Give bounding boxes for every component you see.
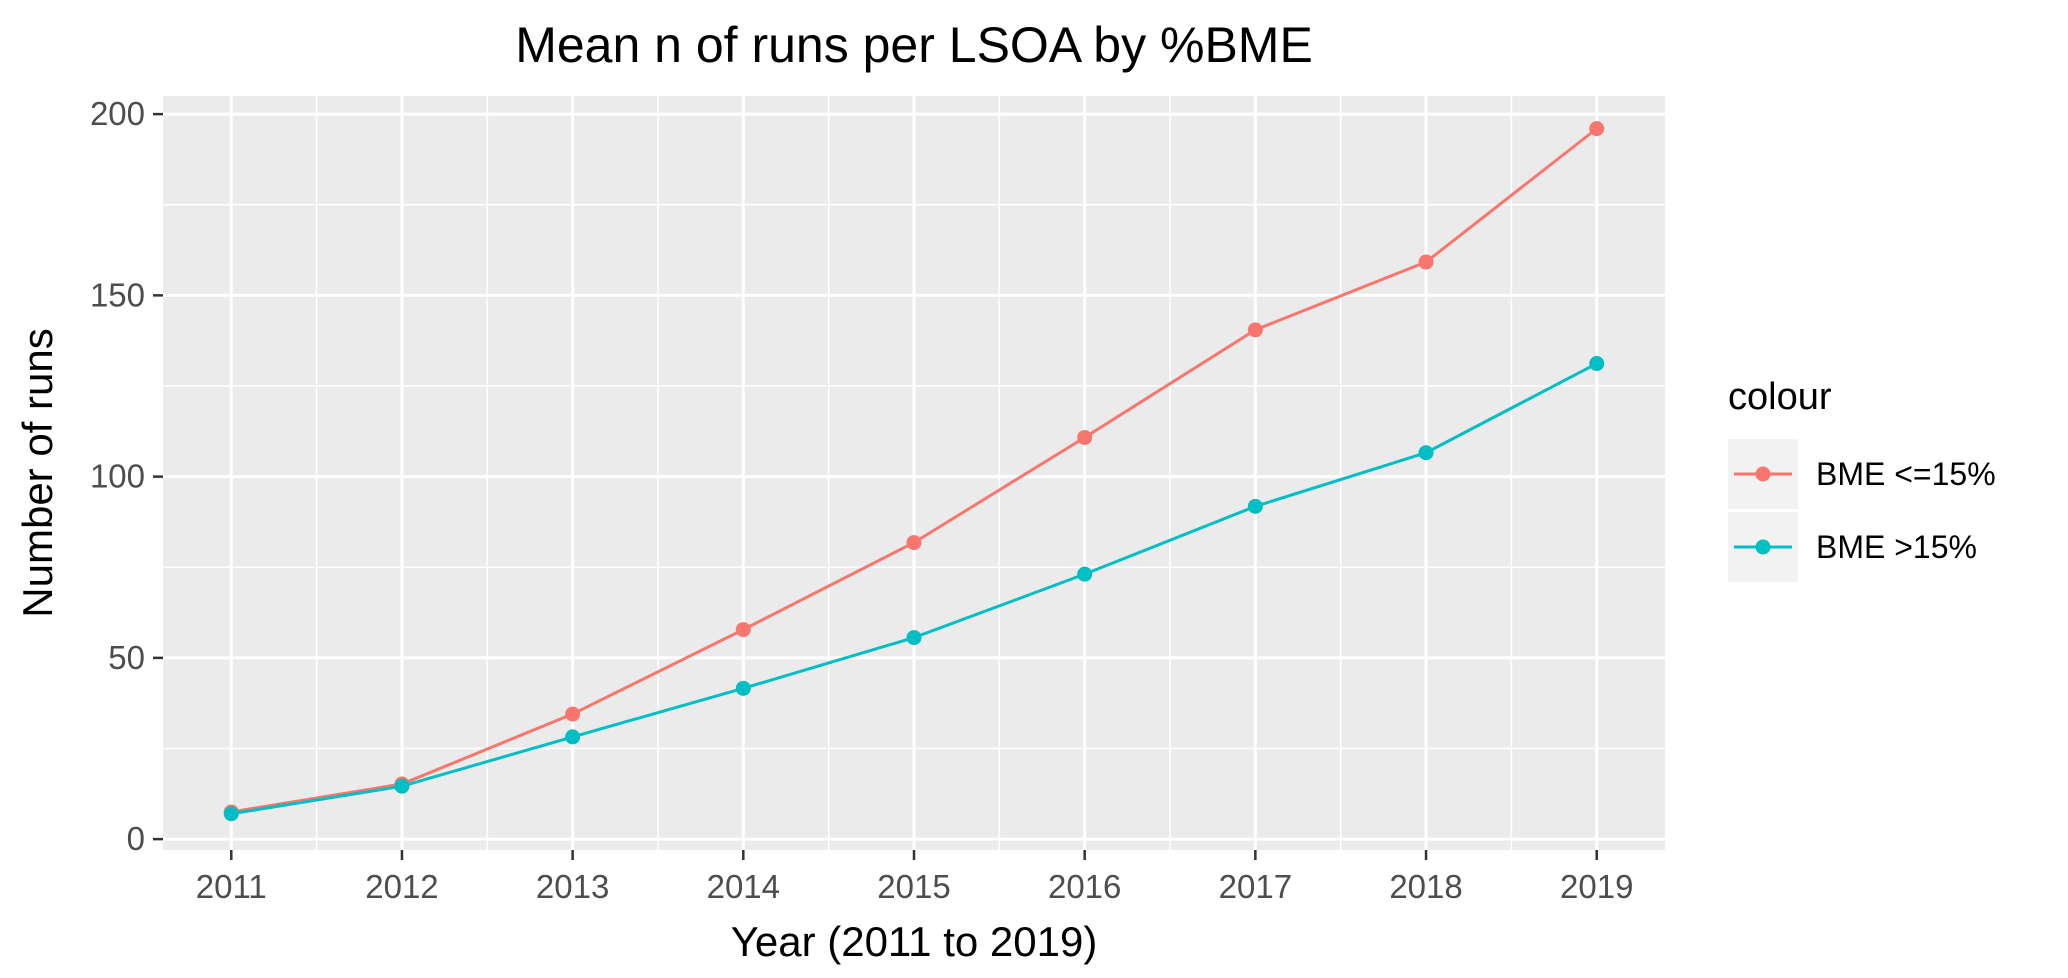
legend-items: BME <=15% BME >15% bbox=[1728, 439, 1996, 582]
data-point-bme-15 bbox=[735, 622, 751, 638]
data-point-bme-15 bbox=[394, 778, 410, 794]
data-point-bme-15 bbox=[906, 535, 922, 551]
x-tick-label: 2015 bbox=[877, 868, 950, 905]
y-axis: 0 50 100 150 200 bbox=[90, 95, 163, 857]
y-tick-label: 100 bbox=[90, 458, 145, 495]
chart-title: Mean n of runs per LSOA by %BME bbox=[515, 17, 1313, 73]
x-tick-label: 2012 bbox=[365, 868, 438, 905]
data-point-bme-15 bbox=[1077, 566, 1093, 582]
legend-label-bme-15: BME >15% bbox=[1816, 529, 1977, 565]
x-tick-label: 2018 bbox=[1389, 868, 1462, 905]
data-point-bme-15 bbox=[1418, 445, 1434, 461]
legend-key-point-bme-15 bbox=[1755, 539, 1771, 555]
legend-title: colour bbox=[1728, 376, 1832, 418]
x-tick-label: 2014 bbox=[707, 868, 780, 905]
data-point-bme-15 bbox=[223, 806, 239, 822]
series-layer bbox=[223, 121, 1605, 822]
data-point-bme-15 bbox=[1077, 429, 1093, 445]
x-tick-label: 2016 bbox=[1048, 868, 1121, 905]
legend-label-bme-15: BME <=15% bbox=[1816, 456, 1996, 492]
legend-key-point-bme-15 bbox=[1755, 466, 1771, 482]
data-point-bme-15 bbox=[1247, 498, 1263, 514]
data-point-bme-15 bbox=[565, 729, 581, 745]
data-point-bme-15 bbox=[735, 680, 751, 696]
x-axis: 2011 2012 2013 2014 2015 2016 2017 2018 2019 bbox=[196, 850, 1633, 905]
y-tick-label: 150 bbox=[90, 276, 145, 313]
x-tick-label: 2011 bbox=[196, 868, 267, 905]
x-axis-title: Year (2011 to 2019) bbox=[731, 918, 1098, 965]
major-gridlines bbox=[163, 96, 1665, 850]
legend: colour BME <=15% BME >15% bbox=[1728, 376, 1996, 582]
x-tick-label: 2019 bbox=[1560, 868, 1633, 905]
data-point-bme-15 bbox=[1418, 254, 1434, 270]
data-point-bme-15 bbox=[906, 630, 922, 646]
data-point-bme-15 bbox=[1247, 322, 1263, 338]
y-tick-label: 0 bbox=[127, 820, 145, 857]
data-point-bme-15 bbox=[1589, 356, 1605, 372]
data-point-bme-15 bbox=[565, 706, 581, 722]
y-tick-label: 200 bbox=[90, 95, 145, 132]
data-point-bme-15 bbox=[1589, 121, 1605, 137]
x-tick-label: 2013 bbox=[536, 868, 609, 905]
y-axis-title: Number of runs bbox=[14, 328, 61, 617]
y-tick-label: 50 bbox=[108, 639, 145, 676]
x-tick-label: 2017 bbox=[1219, 868, 1292, 905]
